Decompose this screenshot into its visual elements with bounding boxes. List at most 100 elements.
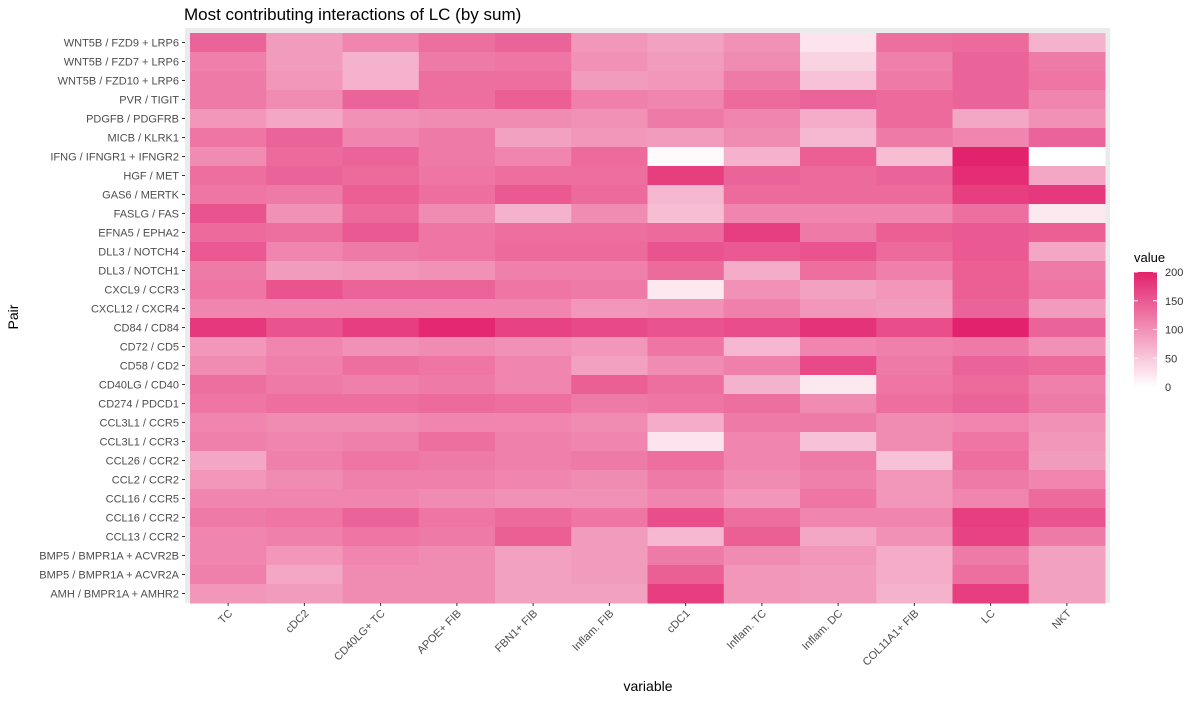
heatmap-cell-cd84-cd84-nkt: [1028, 318, 1106, 338]
legend-colorbar: [1134, 272, 1157, 387]
heatmap-cell-faslg-fas-fbn1-fib: [495, 204, 572, 224]
heatmap-cell-ccl16-ccr5-inflam-tc: [723, 489, 801, 509]
heatmap-cell-amh-bmpr1a-amhr2-lc: [952, 584, 1030, 604]
heatmap-cell-cd274-pdcd1-inflam-tc: [723, 394, 801, 414]
heatmap-cell-dll3-notch1-apoe-fib: [418, 261, 496, 281]
heatmap-cell-ccl16-ccr2-cd40lg-tc: [342, 508, 420, 528]
heatmap-cell-bmp5-bmpr1a-acvr2b-nkt: [1028, 546, 1106, 566]
heatmap-cell-ccl26-ccr2-lc: [952, 451, 1030, 471]
heatmap-cell-bmp5-bmpr1a-acvr2a-apoe-fib: [418, 565, 496, 585]
heatmap-cell-cd84-cd84-cd40lg-tc: [342, 318, 420, 338]
heatmap-cell-pvr-tigit-cdc2: [266, 90, 343, 110]
heatmap-cell-cxcl9-ccr3-inflam-tc: [723, 280, 801, 300]
heatmap-cell-wnt5b-fzd10-lrp6-inflam-fib: [571, 71, 648, 91]
heatmap-cell-cd58-cd2-apoe-fib: [418, 356, 496, 376]
x-tick-label: cDC1: [665, 608, 693, 636]
y-tick-label: CD58 / CD2: [120, 361, 179, 373]
heatmap-cell-pdgfb-pdgfrb-fbn1-fib: [495, 109, 572, 129]
y-tick-label: CD40LG / CD40: [99, 380, 179, 392]
heatmap-cell-dll3-notch4-apoe-fib: [418, 242, 496, 262]
heatmap-cell-cd84-cd84-tc: [190, 318, 267, 338]
y-tick-label: CCL13 / CCR2: [106, 532, 179, 544]
heatmap-cell-wnt5b-fzd9-lrp6-nkt: [1028, 33, 1106, 53]
heatmap-cell-pdgfb-pdgfrb-tc: [190, 109, 267, 129]
heatmap-cell-cxcl12-cxcr4-inflam-tc: [723, 299, 801, 319]
heatmap-cell-efna5-epha2-fbn1-fib: [495, 223, 572, 243]
heatmap-cell-ccl13-ccr2-inflam-fib: [571, 527, 648, 547]
heatmap-cell-wnt5b-fzd9-lrp6-cd40lg-tc: [342, 33, 420, 53]
heatmap-cell-faslg-fas-inflam-dc: [800, 204, 877, 224]
heatmap-cell-cd84-cd84-inflam-dc: [800, 318, 877, 338]
heatmap-cell-bmp5-bmpr1a-acvr2a-fbn1-fib: [495, 565, 572, 585]
heatmap-cell-efna5-epha2-tc: [190, 223, 267, 243]
heatmap-cell-micb-klrk1-lc: [952, 128, 1030, 148]
heatmap-cell-cd72-cd5-cdc2: [266, 337, 343, 357]
y-tick-label: CCL3L1 / CCR5: [100, 418, 179, 430]
heatmap-cell-cd40lg-cd40-fbn1-fib: [495, 375, 572, 395]
heatmap-cell-amh-bmpr1a-amhr2-cd40lg-tc: [342, 584, 420, 604]
heatmap-cell-dll3-notch4-nkt: [1028, 242, 1106, 262]
heatmap-cell-ccl3l1-ccr3-inflam-dc: [800, 432, 877, 452]
heatmap-cell-ccl26-ccr2-cdc2: [266, 451, 343, 471]
heatmap-cell-ccl16-ccr5-inflam-fib: [571, 489, 648, 509]
x-tick-label: LC: [979, 608, 997, 626]
heatmap-cell-faslg-fas-cdc2: [266, 204, 343, 224]
heatmap-cell-cd58-cd2-fbn1-fib: [495, 356, 572, 376]
heatmap-cell-wnt5b-fzd7-lrp6-col11a1-fib: [876, 52, 953, 72]
heatmap-cell-hgf-met-inflam-tc: [723, 166, 801, 186]
heatmap-cell-cxcl9-ccr3-lc: [952, 280, 1030, 300]
heatmap-cell-ifng-ifngr1-ifngr2-apoe-fib: [418, 147, 496, 167]
heatmap-cell-faslg-fas-lc: [952, 204, 1030, 224]
heatmap-cell-micb-klrk1-cd40lg-tc: [342, 128, 420, 148]
heatmap-cell-ccl16-ccr5-cd40lg-tc: [342, 489, 420, 509]
heatmap-cell-ccl16-ccr5-tc: [190, 489, 267, 509]
heatmap-cell-ccl3l1-ccr5-lc: [952, 413, 1030, 433]
y-tick-label: HGF / MET: [123, 171, 179, 183]
heatmap-cell-dll3-notch1-lc: [952, 261, 1030, 281]
heatmap-cell-dll3-notch4-inflam-dc: [800, 242, 877, 262]
heatmap-cell-cd72-cd5-col11a1-fib: [876, 337, 953, 357]
heatmap-cell-faslg-fas-cdc1: [647, 204, 725, 224]
heatmap-cell-cxcl9-ccr3-cd40lg-tc: [342, 280, 420, 300]
heatmap-cell-bmp5-bmpr1a-acvr2a-col11a1-fib: [876, 565, 953, 585]
heatmap-cell-cd40lg-cd40-col11a1-fib: [876, 375, 953, 395]
heatmap-cell-wnt5b-fzd10-lrp6-inflam-tc: [723, 71, 801, 91]
y-tick-label: BMP5 / BMPR1A + ACVR2A: [39, 570, 179, 582]
heatmap-cell-cd58-cd2-nkt: [1028, 356, 1106, 376]
heatmap-cell-wnt5b-fzd10-lrp6-nkt: [1028, 71, 1106, 91]
heatmap-cell-ccl16-ccr2-cdc2: [266, 508, 343, 528]
heatmap-cell-cxcl12-cxcr4-apoe-fib: [418, 299, 496, 319]
heatmap-cell-ccl13-ccr2-cd40lg-tc: [342, 527, 420, 547]
heatmap-cell-ifng-ifngr1-ifngr2-inflam-tc: [723, 147, 801, 167]
heatmap-cell-micb-klrk1-inflam-fib: [571, 128, 648, 148]
heatmap-cell-cxcl9-ccr3-inflam-dc: [800, 280, 877, 300]
heatmap-cell-ccl26-ccr2-col11a1-fib: [876, 451, 953, 471]
heatmap-cell-ccl2-ccr2-inflam-dc: [800, 470, 877, 490]
heatmap-cell-hgf-met-cdc2: [266, 166, 343, 186]
heatmap-cell-cd274-pdcd1-cdc1: [647, 394, 725, 414]
heatmap-cell-cd274-pdcd1-cdc2: [266, 394, 343, 414]
heatmap-cell-pvr-tigit-nkt: [1028, 90, 1106, 110]
heatmap-cell-ccl3l1-ccr3-cdc1: [647, 432, 725, 452]
heatmap-cell-wnt5b-fzd7-lrp6-tc: [190, 52, 267, 72]
heatmap-cell-hgf-met-inflam-dc: [800, 166, 877, 186]
heatmap-cell-pvr-tigit-lc: [952, 90, 1030, 110]
legend-tick-label: 150: [1165, 296, 1183, 308]
heatmap-cell-pdgfb-pdgfrb-lc: [952, 109, 1030, 129]
heatmap-cell-pvr-tigit-apoe-fib: [418, 90, 496, 110]
heatmap-cell-ccl13-ccr2-apoe-fib: [418, 527, 496, 547]
heatmap-cell-ccl16-ccr5-cdc2: [266, 489, 343, 509]
heatmap-cell-gas6-mertk-lc: [952, 185, 1030, 205]
heatmap-cell-wnt5b-fzd9-lrp6-fbn1-fib: [495, 33, 572, 53]
heatmap-cell-dll3-notch4-cdc1: [647, 242, 725, 262]
heatmap-cell-ccl3l1-ccr3-apoe-fib: [418, 432, 496, 452]
heatmap-cell-efna5-epha2-inflam-dc: [800, 223, 877, 243]
y-tick-label: PDGFB / PDGFRB: [86, 114, 179, 126]
heatmap-cell-cd72-cd5-tc: [190, 337, 267, 357]
heatmap-cell-cd40lg-cd40-inflam-fib: [571, 375, 648, 395]
legend-tick-label: 200: [1165, 267, 1183, 279]
heatmap-cell-bmp5-bmpr1a-acvr2b-fbn1-fib: [495, 546, 572, 566]
heatmap-cell-amh-bmpr1a-amhr2-nkt: [1028, 584, 1106, 604]
heatmap-cell-cd72-cd5-cd40lg-tc: [342, 337, 420, 357]
y-tick-label: DLL3 / NOTCH1: [98, 266, 179, 278]
